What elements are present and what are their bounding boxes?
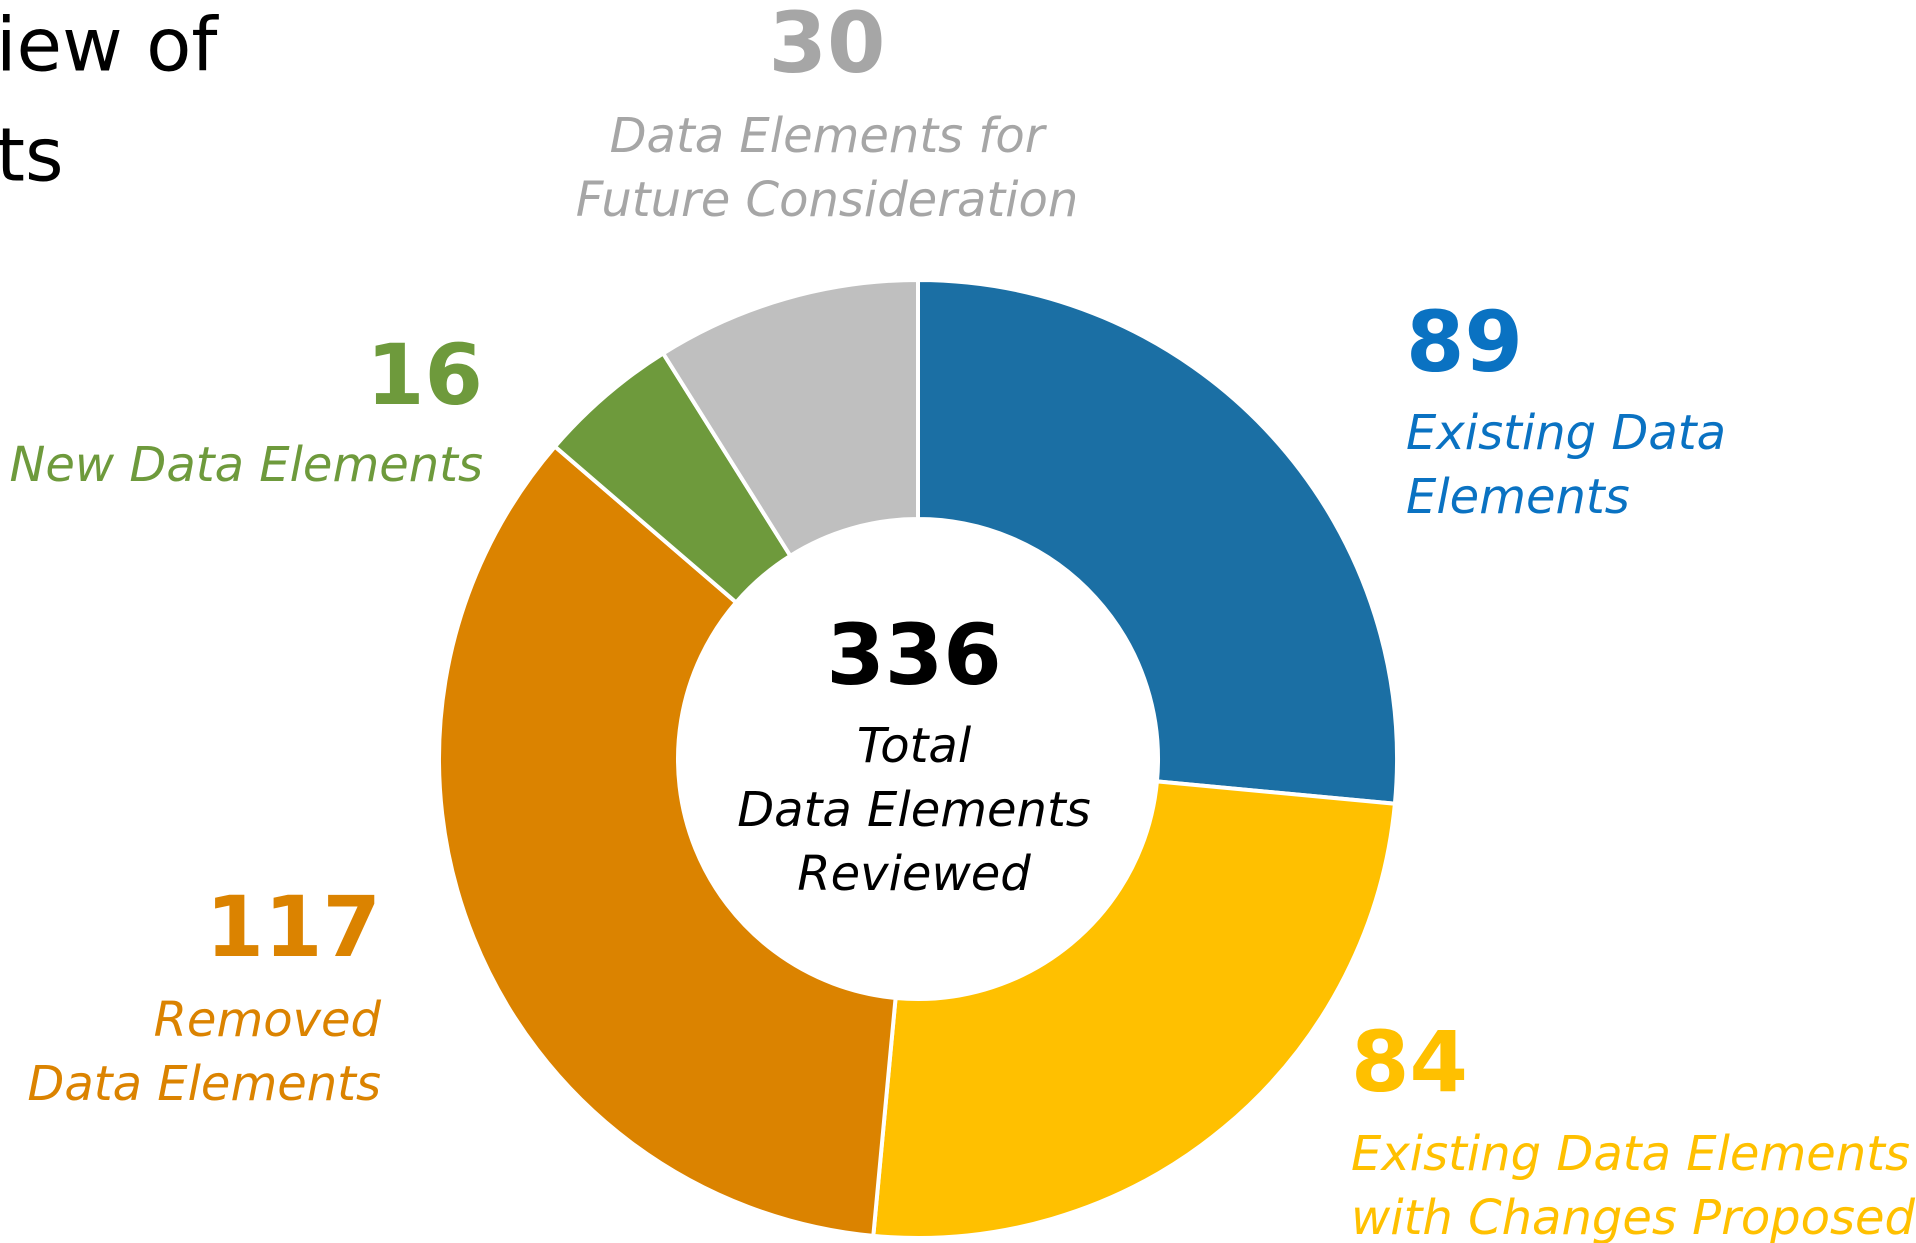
slice — [437, 443, 898, 1239]
center-label: Data Elements — [737, 782, 1091, 838]
category-label: New Data Elements — [9, 437, 483, 493]
value-label: 16 — [366, 326, 483, 424]
value-label: 30 — [769, 0, 886, 92]
slice — [871, 779, 1398, 1240]
category-label: Existing Data Elements — [1351, 1126, 1910, 1182]
category-label: Removed — [154, 992, 382, 1048]
category-label: Future Consideration — [576, 172, 1079, 228]
category-label: Data Elements — [27, 1056, 381, 1112]
center-label: Reviewed — [797, 846, 1031, 902]
slice — [916, 277, 1399, 806]
category-label: Elements — [1406, 469, 1630, 525]
slice — [660, 277, 920, 559]
center-value: 336 — [826, 606, 1001, 704]
value-label: 117 — [206, 878, 381, 976]
center-label: Total — [857, 718, 972, 774]
value-label: 84 — [1351, 1013, 1468, 1111]
category-label: Data Elements for — [610, 108, 1048, 164]
value-label: 89 — [1406, 293, 1523, 391]
category-label: with Changes Proposed — [1351, 1190, 1916, 1243]
category-label: Existing Data — [1406, 405, 1726, 461]
title-line: ts — [0, 113, 64, 199]
title-line: iew of — [0, 3, 219, 89]
